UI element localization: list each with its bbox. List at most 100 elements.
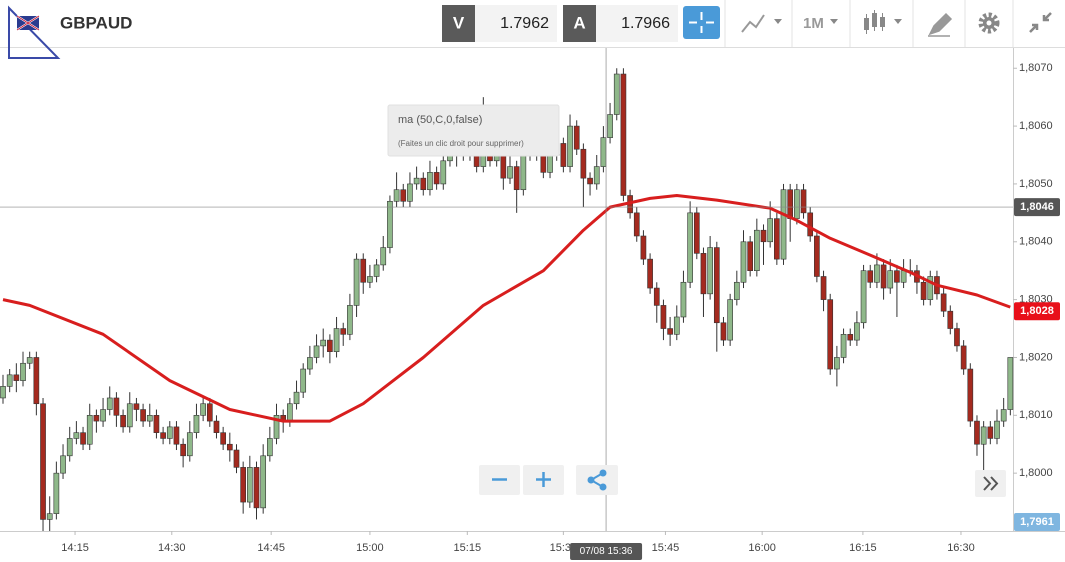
candle-body	[580, 148, 587, 179]
candle-body	[267, 438, 273, 457]
candle-body	[854, 322, 860, 341]
candle-body	[407, 183, 413, 202]
x-tick-label: 14:45	[257, 542, 285, 554]
candle-body	[567, 125, 573, 167]
crosshair-icon	[689, 12, 714, 33]
candle-body	[273, 415, 280, 439]
candle-body	[80, 432, 86, 445]
candle-body	[393, 189, 400, 202]
candle-body	[193, 415, 200, 433]
indicator-name: ma (50,C,0,false)	[398, 114, 482, 126]
candle-body	[740, 241, 747, 283]
candle-body	[814, 235, 820, 277]
candle-body	[307, 357, 313, 370]
candle-body	[927, 276, 934, 300]
y-tick-label: 1,8040	[1019, 236, 1053, 248]
share-dot	[587, 476, 595, 484]
candle-body	[46, 513, 53, 520]
candle-body	[760, 229, 767, 243]
candle-body	[353, 258, 360, 306]
candle-type-button[interactable]	[864, 10, 902, 34]
candle-body	[640, 235, 647, 260]
candle-wicks	[866, 10, 883, 34]
candle-body	[413, 177, 420, 185]
candle-body	[693, 212, 700, 254]
candle-body	[894, 270, 900, 283]
candle-body	[960, 345, 967, 370]
candle-body	[20, 362, 26, 381]
ask-box[interactable]	[596, 5, 678, 42]
last-price-tag	[1014, 513, 1060, 531]
candle-body	[420, 177, 427, 191]
candle-body	[6, 374, 13, 387]
chart-style-button[interactable]	[741, 14, 782, 33]
candle-body	[593, 166, 600, 185]
y-tick-label: 1,8060	[1019, 120, 1053, 132]
candle-body	[427, 172, 433, 191]
candle-body	[173, 426, 180, 445]
y-tick-label: 1,8070	[1019, 62, 1053, 74]
candle-body	[53, 472, 60, 514]
candle-body	[840, 334, 847, 358]
candle-body	[153, 415, 160, 433]
candle-body	[206, 403, 213, 422]
candle-body	[774, 218, 780, 260]
indicator-hint: (Faites un clic droit pour supprimer)	[398, 139, 524, 148]
plus-icon	[536, 472, 551, 487]
candle-body	[293, 391, 300, 405]
candle-body	[200, 403, 206, 416]
candle-body	[320, 339, 327, 347]
candle-body	[613, 73, 620, 115]
candle-body	[994, 420, 1000, 439]
candle-body	[1007, 357, 1014, 410]
candle-body	[727, 299, 733, 341]
ask-price: 1.7966	[621, 15, 670, 32]
ask-label: A	[573, 13, 585, 32]
price-tag	[1014, 198, 1060, 217]
candle-body	[967, 368, 974, 422]
candle-body	[560, 143, 567, 167]
x-tick-label: 14:30	[158, 542, 186, 554]
candle-body	[700, 253, 707, 295]
ask-tag	[563, 5, 596, 42]
candle-body	[713, 247, 720, 324]
candle-body	[13, 374, 20, 381]
crosshair-button[interactable]	[683, 6, 720, 39]
candle-body	[860, 270, 867, 324]
collapse-button[interactable]	[1029, 12, 1052, 33]
settings-button[interactable]	[978, 12, 1000, 34]
candle-body	[133, 403, 140, 410]
candle-body	[440, 160, 447, 185]
candle-body	[647, 258, 653, 289]
candle-body	[620, 73, 627, 196]
timeframe[interactable]: 1M	[803, 15, 824, 32]
candle-body	[327, 339, 333, 352]
candle-body	[367, 276, 373, 283]
candle-body	[667, 328, 673, 335]
candle-body	[547, 154, 553, 173]
candle-body	[900, 270, 907, 283]
candle-body	[827, 299, 834, 370]
candle-body	[940, 293, 947, 312]
candle-body	[26, 357, 33, 364]
candle-body	[387, 200, 393, 248]
price-tag	[1014, 302, 1060, 321]
candle-body	[0, 386, 6, 399]
x-tick-label: 16:00	[748, 542, 776, 554]
candle-body	[767, 218, 774, 243]
x-tick-label: 16:15	[849, 542, 877, 554]
share-button[interactable]	[576, 465, 618, 495]
candle-body	[220, 432, 226, 445]
candle-body	[780, 189, 787, 260]
candle-body	[113, 397, 120, 416]
time-tag-label: 07/08 15:36	[580, 546, 633, 557]
candle-body	[787, 189, 794, 219]
candle-body	[834, 357, 840, 370]
x-tick-label: 15:00	[356, 542, 384, 554]
candle-body	[980, 426, 987, 445]
candle-body	[920, 281, 927, 300]
candle-body	[947, 310, 954, 329]
bid-box[interactable]	[475, 5, 557, 42]
y-tick-label: 1,8020	[1019, 351, 1053, 363]
draw-button[interactable]	[928, 12, 953, 37]
